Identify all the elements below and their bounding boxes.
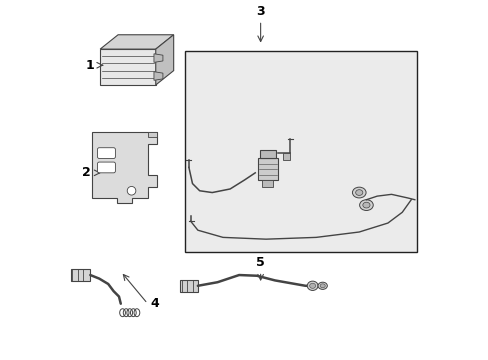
- Text: 4: 4: [150, 297, 159, 310]
- Bar: [70, 269, 90, 282]
- Bar: [262, 180, 273, 187]
- Polygon shape: [154, 54, 163, 62]
- Bar: [180, 280, 198, 292]
- Ellipse shape: [317, 282, 326, 289]
- Ellipse shape: [359, 200, 372, 211]
- FancyBboxPatch shape: [97, 162, 115, 173]
- Polygon shape: [100, 35, 173, 49]
- Ellipse shape: [306, 281, 317, 291]
- Ellipse shape: [309, 283, 315, 288]
- FancyBboxPatch shape: [97, 148, 115, 158]
- Ellipse shape: [355, 190, 362, 195]
- Text: 2: 2: [82, 166, 91, 179]
- Bar: [260, 149, 276, 158]
- Bar: [258, 158, 277, 180]
- Ellipse shape: [362, 202, 369, 208]
- Bar: [283, 153, 290, 160]
- Circle shape: [127, 186, 136, 195]
- Text: 1: 1: [86, 59, 95, 72]
- Polygon shape: [100, 49, 155, 85]
- Polygon shape: [155, 35, 173, 85]
- Ellipse shape: [320, 284, 325, 288]
- Text: 5: 5: [256, 256, 264, 269]
- Text: 3: 3: [256, 5, 264, 18]
- Polygon shape: [147, 132, 156, 137]
- Ellipse shape: [352, 187, 366, 198]
- Polygon shape: [92, 132, 156, 203]
- Polygon shape: [154, 72, 163, 80]
- Bar: [185, 51, 416, 252]
